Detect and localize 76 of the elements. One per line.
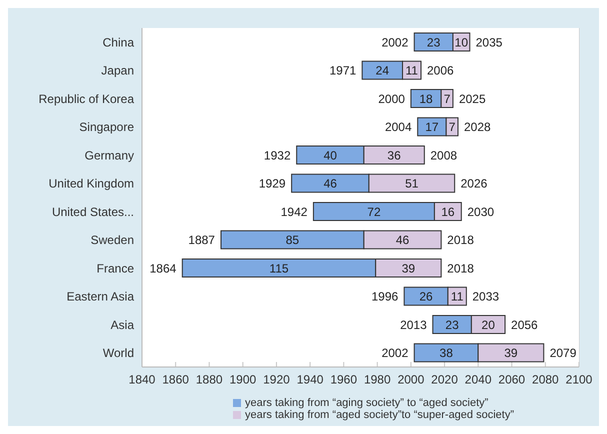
annotation: 1942	[280, 204, 308, 219]
x-tick-label: 1880	[196, 372, 223, 387]
annotation: 2025	[458, 92, 486, 106]
y-tick-label: China	[102, 35, 134, 50]
data-label: 39	[504, 346, 518, 360]
x-tick-label: 1900	[229, 372, 257, 387]
annotation: 1971	[329, 64, 356, 78]
data-label: 11	[450, 290, 464, 304]
data-label: 20	[482, 318, 496, 332]
data-label: 26	[419, 290, 434, 304]
data-label: 16	[441, 204, 455, 219]
data-label: 46	[396, 233, 410, 248]
annotation: 1929	[258, 176, 286, 191]
y-tick-label: Eastern Asia	[66, 290, 134, 304]
data-label: 38	[440, 346, 454, 360]
annotation: 2004	[384, 120, 412, 134]
data-label: 46	[324, 176, 338, 191]
annotation: 1996	[371, 290, 399, 304]
data-label: 10	[454, 35, 468, 50]
annotation: 2018	[447, 233, 474, 248]
y-tick-label: United States...	[52, 204, 134, 219]
x-tick-label: 1940	[296, 372, 324, 387]
x-tick-label: 2080	[532, 372, 560, 387]
y-tick-label: France	[96, 261, 134, 276]
data-label: 23	[445, 318, 460, 332]
annotation: 2002	[382, 346, 409, 360]
data-label: 36	[387, 148, 402, 162]
data-label: 7	[444, 92, 451, 106]
data-label: 17	[425, 120, 439, 134]
legend-label: years taking from “aging society” to “aged society”	[244, 397, 488, 409]
legend-label: years taking from “aged society”to “super-aged society”	[244, 409, 514, 421]
x-tick-label: 2100	[566, 372, 593, 387]
data-label: 24	[376, 64, 390, 78]
x-tick-label: 1860	[162, 372, 190, 387]
data-label: 39	[402, 261, 416, 276]
data-label: 18	[419, 92, 434, 106]
annotation: 2026	[460, 176, 488, 191]
data-label: 40	[324, 148, 338, 162]
y-tick-label: Asia	[110, 318, 134, 332]
annotation: 2033	[472, 290, 500, 304]
data-label: 7	[448, 120, 456, 134]
annotation: 1864	[150, 261, 177, 276]
y-tick-label: Japan	[101, 64, 134, 78]
y-tick-label: Singapore	[79, 120, 134, 134]
x-tick-label: 2040	[464, 372, 492, 387]
annotation: 2018	[447, 261, 474, 276]
x-tick-label: 2020	[431, 372, 458, 387]
annotation: 2056	[511, 318, 538, 332]
annotation: 1887	[188, 233, 216, 248]
data-label: 72	[367, 204, 381, 219]
x-tick-label: 2000	[398, 372, 425, 387]
x-tick-label: 2060	[498, 372, 526, 387]
annotation: 2079	[550, 346, 577, 360]
y-tick-label: United Kingdom	[48, 176, 134, 191]
data-label: 11	[406, 64, 418, 78]
annotation: 2000	[378, 92, 406, 106]
annotation: 2006	[427, 64, 454, 78]
y-tick-label: World	[102, 346, 134, 360]
annotation: 1932	[264, 148, 291, 162]
data-label: 115	[269, 261, 289, 276]
y-tick-label: Sweden	[90, 233, 134, 248]
annotation: 2008	[430, 148, 458, 162]
x-tick-label: 1960	[330, 372, 358, 387]
annotation: 2035	[476, 35, 503, 50]
x-tick-label: 1840	[128, 372, 156, 387]
annotation: 2002	[382, 35, 409, 50]
annotation: 2030	[467, 204, 494, 219]
data-label: 85	[286, 233, 300, 248]
y-tick-label: Republic of Korea	[38, 92, 134, 106]
x-tick-label: 1920	[263, 372, 290, 387]
data-label: 51	[405, 176, 419, 191]
annotation: 2028	[464, 120, 492, 134]
annotation: 2013	[400, 318, 428, 332]
data-label: 23	[426, 35, 441, 50]
x-tick-label: 1980	[364, 372, 391, 387]
y-tick-label: Germany	[84, 148, 134, 162]
